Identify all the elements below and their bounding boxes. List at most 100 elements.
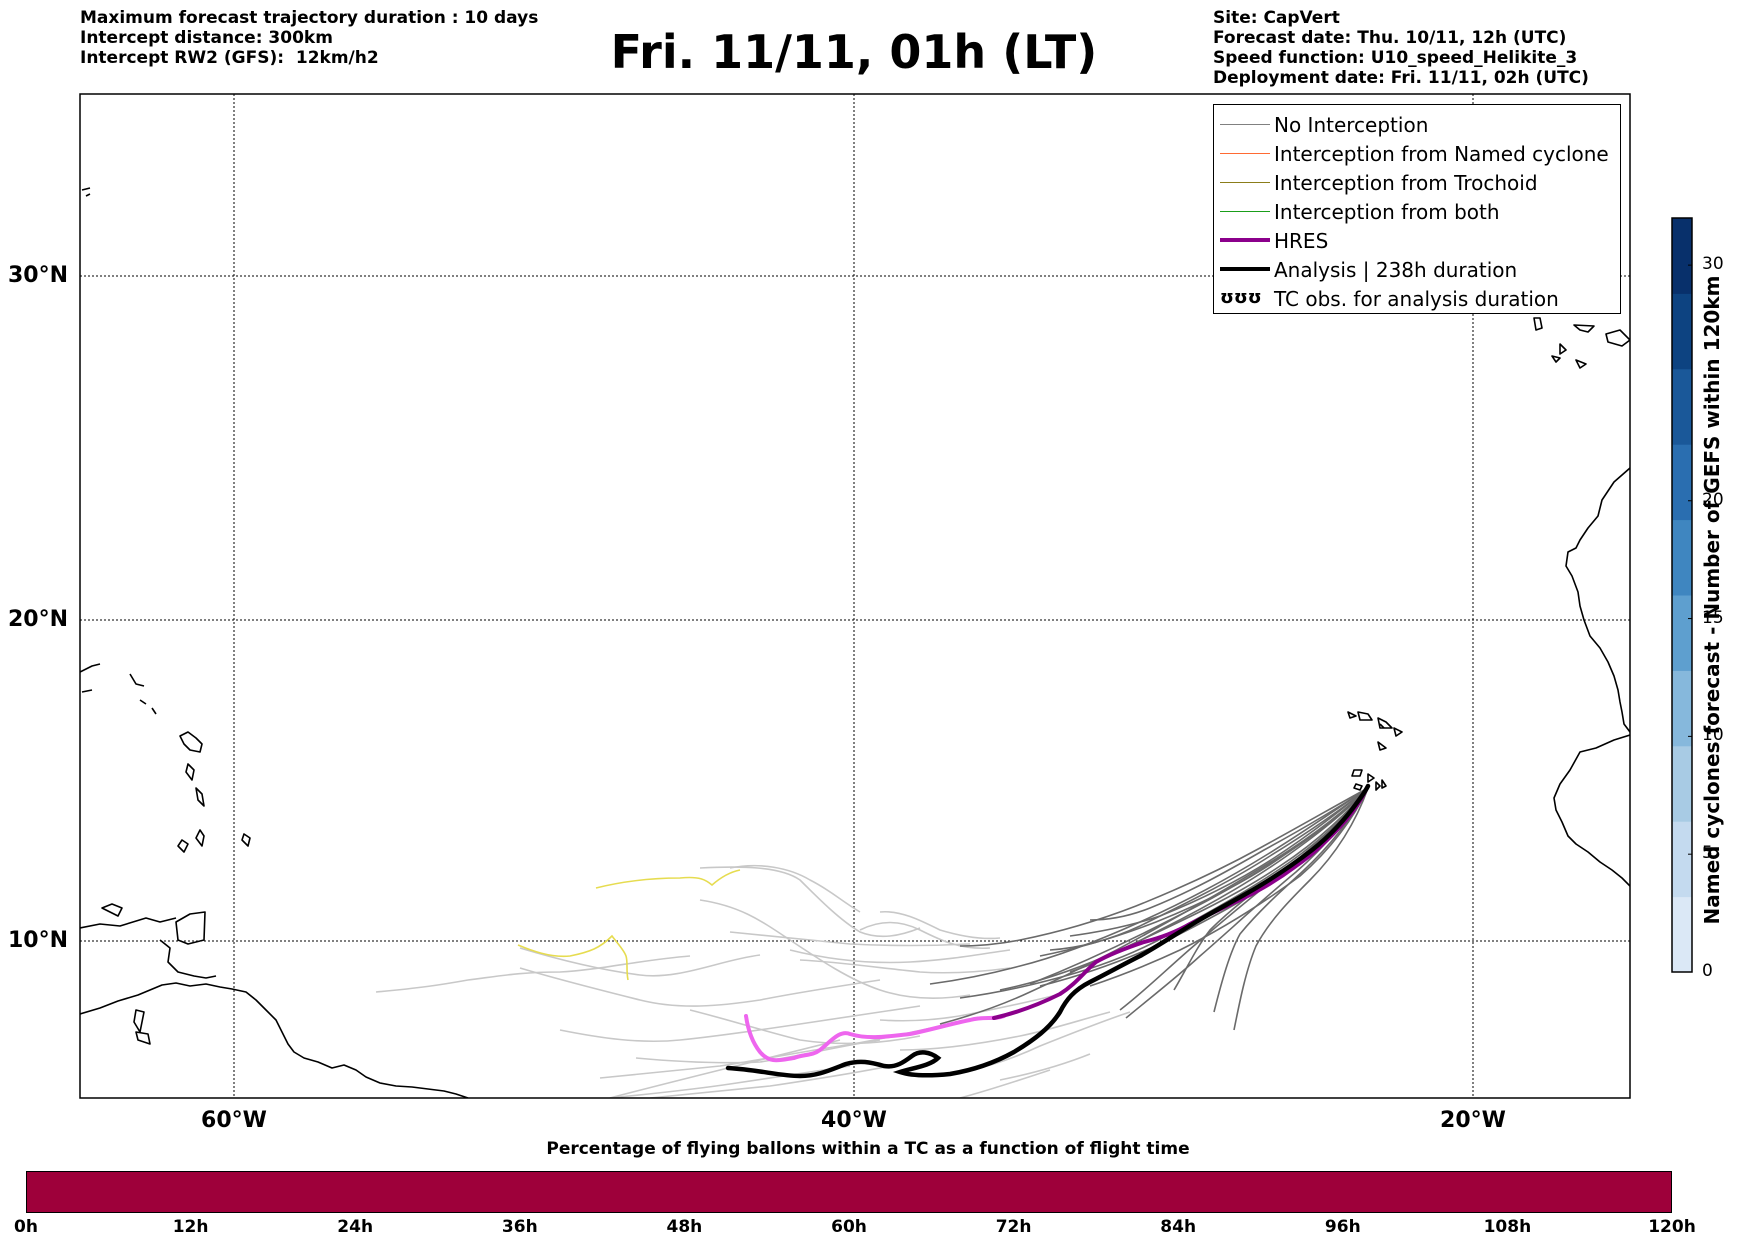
map-frame xyxy=(79,93,1631,1099)
right-colorbar-cell xyxy=(1672,519,1692,596)
info-intercept-rw2: Intercept RW2 (GFS): 12km/h2 xyxy=(80,48,379,68)
trinidad-island xyxy=(175,911,206,945)
right-colorbar-cell xyxy=(1672,821,1692,898)
trajectory xyxy=(929,787,1369,985)
map-legend: No Interception Interception from Named … xyxy=(1213,104,1621,314)
right-colorbar-cell xyxy=(1672,368,1692,445)
info-site: Site: CapVert xyxy=(1213,8,1340,28)
cape-verde-island xyxy=(1375,781,1381,791)
bottom-colorbar-tick-label: 84h xyxy=(1160,1217,1197,1237)
trajectory xyxy=(789,949,1011,964)
info-max-duration: Maximum forecast trajectory duration : 1… xyxy=(80,8,539,28)
cape-verde-island xyxy=(1381,779,1387,789)
trajectory xyxy=(1089,787,1369,921)
venezuela-coast-north xyxy=(80,917,177,929)
right-colorbar-tick-label: 20 xyxy=(1702,489,1724,510)
madeira-island xyxy=(1533,317,1543,331)
trajectory xyxy=(939,787,1369,1025)
trajectory xyxy=(635,1039,881,1064)
trajectory xyxy=(729,931,971,947)
legend-label: No Interception xyxy=(1274,113,1429,137)
right-colorbar-cell xyxy=(1672,444,1692,521)
martinique-island xyxy=(195,787,205,807)
info-deployment-date: Deployment date: Fri. 11/11, 02h (UTC) xyxy=(1213,68,1589,88)
trajectory xyxy=(699,899,971,1000)
bottom-colorbar xyxy=(26,1171,1672,1213)
trajectory xyxy=(999,1053,1091,1081)
lon-label-60w: 60°W xyxy=(201,1108,267,1133)
trajectory xyxy=(559,1005,921,1043)
right-colorbar-tick-label: 10 xyxy=(1702,725,1724,746)
info-speed-function: Speed function: U10_speed_Helikite_3 xyxy=(1213,48,1578,68)
canary-islands xyxy=(1551,324,1630,369)
legend-swatch xyxy=(1220,211,1270,212)
trajectory xyxy=(375,955,691,993)
lon-label-40w: 40°W xyxy=(821,1108,887,1133)
ensemble-trajectories-dark xyxy=(929,787,1369,1031)
trajectory xyxy=(1213,787,1369,1013)
bottom-colorbar-tick-label: 12h xyxy=(172,1217,209,1237)
trajectory xyxy=(699,866,921,938)
legend-swatch xyxy=(1220,238,1270,242)
right-colorbar-title: Named cyclones forecast - Number of GEFS… xyxy=(1700,275,1724,925)
right-colorbar xyxy=(1671,217,1693,973)
south-america-coast xyxy=(80,982,469,1098)
right-colorbar-cell xyxy=(1672,896,1692,973)
trajectory xyxy=(519,947,761,977)
right-colorbar-tick-label: 30 xyxy=(1702,254,1724,275)
legend-label: TC obs. for analysis duration xyxy=(1274,287,1559,311)
bottom-colorbar-tick-label: 48h xyxy=(666,1217,703,1237)
cape-verde-island xyxy=(1353,783,1363,791)
trajectory xyxy=(729,864,861,913)
graticule xyxy=(80,94,1630,1098)
bottom-colorbar-tick-label: 60h xyxy=(831,1217,867,1237)
trajectory xyxy=(1089,787,1369,987)
right-colorbar-cell xyxy=(1672,218,1692,294)
legend-swatch xyxy=(1220,124,1270,125)
right-colorbar-cell xyxy=(1672,670,1692,747)
trajectory xyxy=(899,1011,1111,1051)
africa-coast-south xyxy=(1553,734,1630,887)
ensemble-trajectories-light xyxy=(375,864,1131,1098)
cape-verde-island xyxy=(1393,727,1403,737)
legend-item-trochoid: Interception from Trochoid xyxy=(1214,169,1620,197)
small-island xyxy=(135,1031,151,1045)
trajectory xyxy=(1173,787,1369,991)
trajectory xyxy=(879,993,1061,1022)
right-colorbar-cell xyxy=(1672,595,1692,671)
legend-item-no-interception: No Interception xyxy=(1214,111,1620,139)
right-colorbar-tick-label: 0 xyxy=(1702,961,1713,981)
cape-verde-island xyxy=(1357,711,1373,721)
legend-item-tc-obs: ʊʊʊ TC obs. for analysis duration xyxy=(1214,285,1620,313)
right-colorbar-tick-label: 15 xyxy=(1702,607,1724,628)
trajectory-info-block: Maximum forecast trajectory duration : 1… xyxy=(80,8,538,68)
trajectory xyxy=(689,1009,921,1045)
lat-label-10n: 10°N xyxy=(8,928,69,953)
hres-trajectory-far xyxy=(744,1014,1006,1063)
st-vincent-island xyxy=(177,839,189,853)
trajectory xyxy=(609,1039,841,1098)
right-colorbar-cell xyxy=(1672,745,1692,822)
trajectory xyxy=(959,1069,1051,1098)
lon-label-20w: 20°W xyxy=(1440,1108,1506,1133)
trajectory xyxy=(1039,787,1369,987)
legend-label: HRES xyxy=(1274,229,1329,253)
right-colorbar-cell xyxy=(1672,293,1692,370)
guadeloupe-island xyxy=(179,731,203,753)
cape-verde-island xyxy=(1351,769,1363,777)
africa-coast xyxy=(1565,467,1630,733)
right-colorbar-frame xyxy=(1671,217,1693,973)
cape-verde-island xyxy=(1347,711,1357,719)
yellow-trajectory xyxy=(517,934,629,981)
dominica-island xyxy=(185,763,195,781)
legend-item-both: Interception from both xyxy=(1214,198,1620,226)
trajectory xyxy=(609,1065,851,1098)
info-intercept-distance: Intercept distance: 300km xyxy=(80,28,333,48)
bottom-colorbar-tick-label: 96h xyxy=(1324,1217,1361,1237)
trajectory xyxy=(859,921,991,950)
bottom-colorbar-tick-label: 108h xyxy=(1483,1217,1532,1237)
cape-verde-island xyxy=(1367,773,1375,783)
small-island xyxy=(81,187,91,197)
coastlines xyxy=(80,187,1630,1098)
